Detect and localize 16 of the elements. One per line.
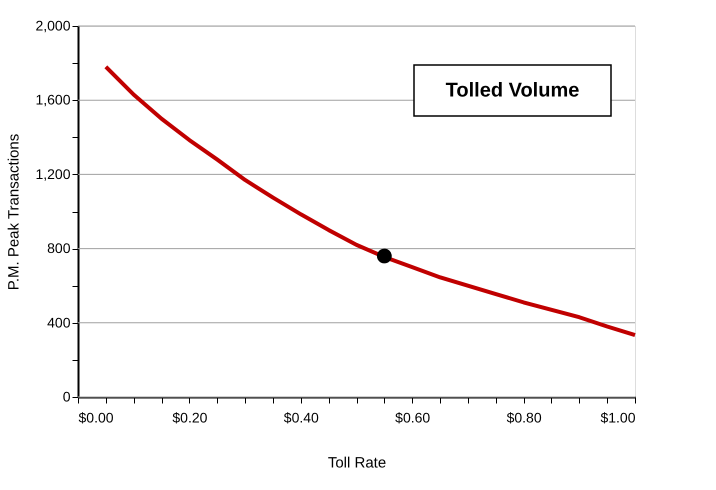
y-tick-label: 800	[47, 240, 71, 256]
y-tick-label: 1,200	[35, 166, 71, 182]
y-axis-title: P.M. Peak Transactions	[5, 134, 22, 290]
line-series	[104, 64, 637, 338]
y-tick-label: 0	[62, 388, 71, 404]
annotation: Tolled Volume	[446, 80, 580, 102]
x-axis-title: Toll Rate	[328, 454, 386, 472]
y-tick-label: 1,600	[35, 92, 71, 108]
x-tick-label: $0.00	[78, 410, 114, 426]
x-tick-label: $0.80	[506, 410, 542, 426]
x-tick-label: $1.00	[600, 410, 636, 426]
y-tick-label: 400	[47, 314, 71, 330]
x-tick-label: $0.60	[395, 410, 430, 426]
x-tick-label: $0.40	[284, 410, 320, 426]
y-tick-label: 2,000	[35, 18, 71, 34]
x-tick-label: $0.20	[172, 410, 208, 426]
